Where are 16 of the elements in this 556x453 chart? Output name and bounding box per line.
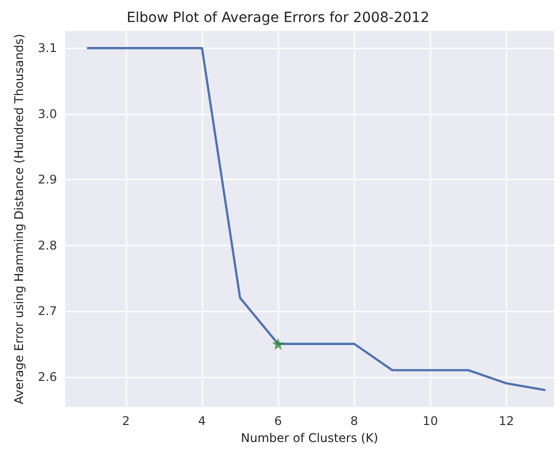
y-tick-label: 2.8	[38, 238, 57, 252]
y-axis-title: Average Error using Hamming Distance (Hundred Thousands)	[12, 34, 26, 404]
y-tick-label: 3.1	[38, 41, 57, 56]
y-tick-label: 3.0	[38, 106, 57, 121]
y-tick-label: 2.7	[38, 304, 57, 318]
chart-title: Elbow Plot of Average Errors for 2008-2012	[126, 10, 430, 26]
x-tick-label: 6	[274, 414, 282, 428]
x-tick-label: 8	[350, 414, 358, 428]
x-tick-label: 2	[122, 414, 130, 428]
x-axis-title: Number of Clusters (K)	[240, 430, 378, 445]
y-tick-label: 2.6	[38, 370, 57, 384]
line-series	[86, 46, 546, 392]
x-tick-label: 10	[422, 414, 438, 428]
x-tick-label: 4	[198, 414, 206, 428]
x-tick-label: 12	[498, 414, 514, 428]
y-tick-label: 2.9	[38, 172, 57, 187]
